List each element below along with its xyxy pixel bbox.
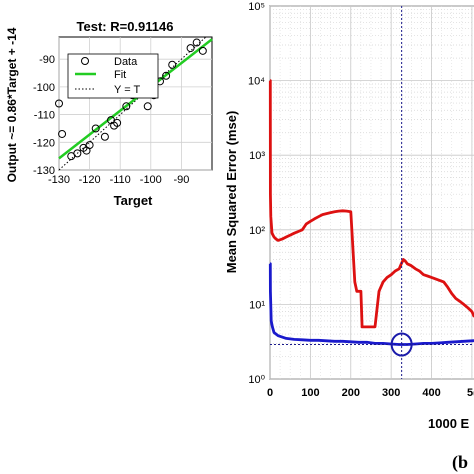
scatter-point bbox=[192, 38, 201, 47]
scatter-tick-labels: -130 -120 -110 -100 -90 -90 -100 -110 -120 -130 bbox=[33, 54, 189, 186]
scatter-point bbox=[198, 46, 207, 55]
legend-box bbox=[67, 53, 159, 99]
figure-caption: (b bbox=[452, 452, 468, 473]
mse-plot-area bbox=[269, 5, 474, 380]
scatter-y-tick-label: -110 bbox=[34, 110, 55, 122]
scatter-point bbox=[162, 71, 171, 80]
mse-x-tick-label: 5( bbox=[467, 387, 474, 399]
legend-yt-label: Y = T bbox=[114, 84, 140, 96]
scatter-point bbox=[73, 149, 82, 158]
scatter-legend: Data Fit Y = T bbox=[67, 53, 159, 99]
mse-y-tick-label: 10² bbox=[249, 225, 265, 237]
scatter-point bbox=[55, 99, 63, 108]
scatter-title: Test: R=0.91146 bbox=[77, 19, 174, 34]
mse-x-tick-label: 300 bbox=[382, 387, 400, 399]
scatter-point bbox=[100, 132, 109, 141]
mse-series bbox=[268, 6, 474, 379]
mse-series-line-0 bbox=[268, 79, 474, 329]
scatter-point bbox=[113, 118, 122, 127]
scatter-y-tick-label: -130 bbox=[33, 165, 55, 177]
mse-y-tick-label: 10¹ bbox=[249, 299, 265, 311]
scatter-point bbox=[58, 129, 67, 138]
scatter-y-tick-label: -120 bbox=[33, 137, 55, 149]
mse-grid bbox=[269, 5, 474, 380]
scatter-reference-lines bbox=[58, 36, 213, 171]
mse-x-axis-label: 1000 E bbox=[428, 416, 470, 431]
mse-y-tick-label: 10⁵ bbox=[248, 1, 265, 13]
scatter-x-tick-label: -110 bbox=[110, 174, 131, 186]
scatter-x-tick-label: -120 bbox=[79, 174, 101, 186]
scatter-y-tick-label: -100 bbox=[33, 82, 55, 94]
mse-x-tick-label: 100 bbox=[301, 387, 319, 399]
legend-fit-label: Fit bbox=[114, 69, 126, 81]
scatter-point bbox=[122, 102, 131, 111]
scatter-point bbox=[85, 141, 94, 150]
mse-y-axis-label: Mean Squared Error (mse) bbox=[224, 111, 239, 274]
scatter-point bbox=[186, 44, 195, 53]
scatter-point bbox=[143, 102, 152, 111]
scatter-point bbox=[168, 60, 177, 69]
legend-data-marker bbox=[81, 57, 89, 65]
best-epoch-marker bbox=[390, 332, 413, 357]
mse-tick-labels: 10⁵ 10⁴ 10³ 10² 10¹ 10⁰0 100 200 300 400 5( bbox=[248, 1, 474, 399]
mse-series-line-1 bbox=[268, 262, 474, 346]
scatter-x-tick-label: -90 bbox=[173, 174, 189, 186]
scatter-fit-line bbox=[58, 38, 213, 160]
mse-y-tick-label: 10³ bbox=[249, 150, 265, 162]
legend-data-label: Data bbox=[114, 56, 138, 68]
mse-y-tick-label: 10⁰ bbox=[248, 374, 265, 386]
scatter-x-tick-label: -130 bbox=[48, 174, 70, 186]
scatter-point bbox=[91, 124, 100, 133]
scatter-x-axis-label: Target bbox=[114, 193, 153, 208]
scatter-identity-line bbox=[58, 36, 207, 171]
scatter-x-tick-label: -100 bbox=[140, 174, 162, 186]
regression-scatter-chart: Test: R=0.91146 -130 -120 -110 -100 -90-90-1… bbox=[5, 19, 213, 208]
mse-y-tick-label: 10⁴ bbox=[248, 76, 265, 88]
mse-x-tick-label: 400 bbox=[422, 387, 440, 399]
scatter-y-tick-label: -90 bbox=[39, 54, 55, 66]
mse-x-tick-label: 0 bbox=[267, 387, 273, 399]
mse-x-tick-label: 200 bbox=[342, 387, 360, 399]
scatter-y-axis-label: Output ~= 0.86*Target + -14 bbox=[5, 27, 19, 182]
